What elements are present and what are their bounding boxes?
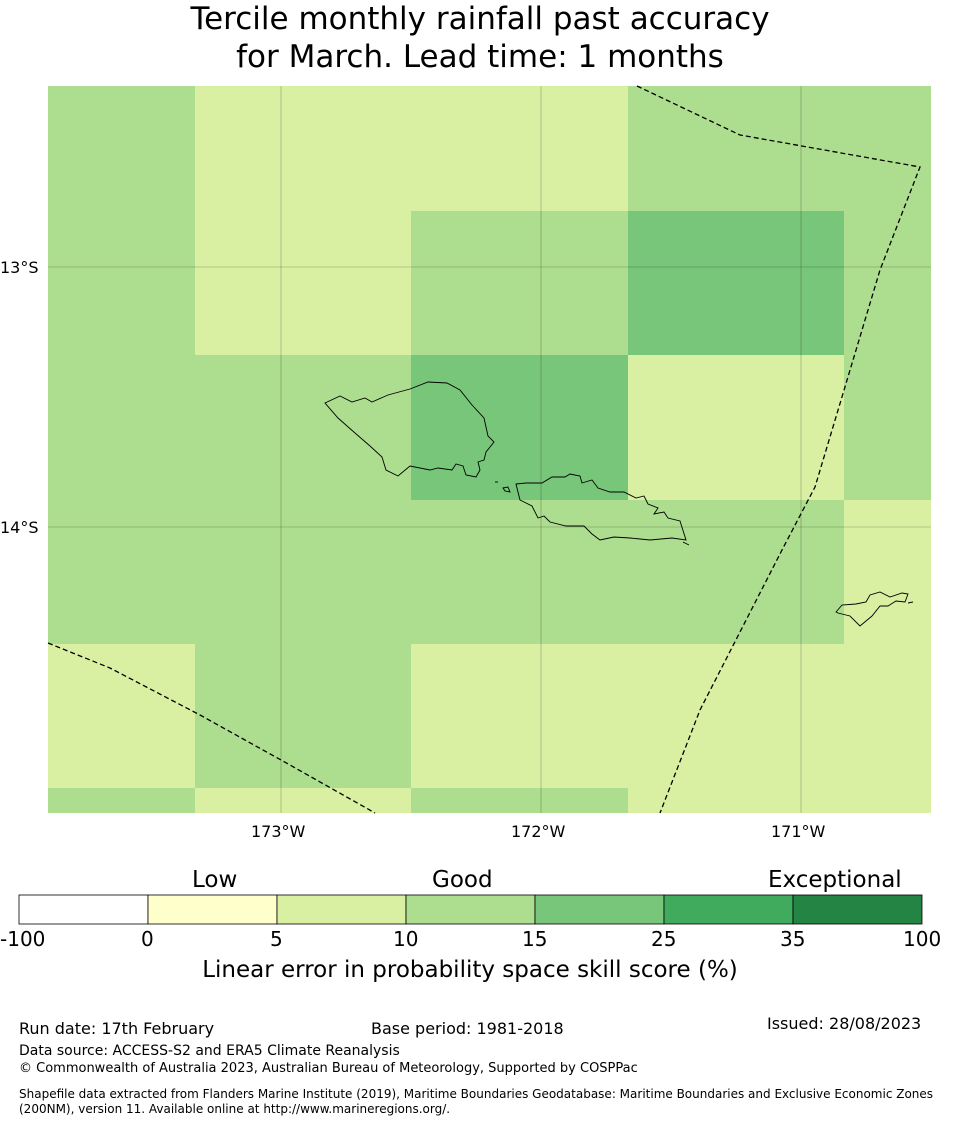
data-source: Data source: ACCESS-S2 and ERA5 Climate … [19, 1043, 400, 1059]
grid-cell [844, 500, 931, 644]
colorbar-tick-35: 35 [780, 927, 806, 951]
map-title-line1: Tercile monthly rainfall past accuracy [190, 1, 770, 37]
colorbar-tick-100: 100 [903, 927, 942, 951]
grid-cell [195, 500, 411, 644]
grid-cell [411, 211, 628, 355]
grid-cell [411, 355, 628, 500]
graticule [48, 86, 931, 813]
coastlines [324, 381, 914, 627]
colorbar-tick-15: 15 [522, 927, 548, 951]
colorbar-tick-10: 10 [393, 927, 419, 951]
colorbar-swatch [405, 894, 536, 925]
colorbar-category-good: Good [432, 867, 493, 893]
grid-cell [48, 355, 195, 500]
grid-cell [48, 500, 195, 644]
colorbar [18, 894, 923, 925]
eez-boundary-north-east [636, 85, 921, 814]
colorbar-category-low: Low [192, 867, 238, 893]
grid-cell [195, 86, 411, 211]
grid-cell [195, 644, 411, 788]
grid-cell [628, 355, 844, 500]
eez-boundary-south-west [47, 642, 376, 814]
colorbar-tick-0: 0 [141, 927, 154, 951]
grid-cell [844, 644, 931, 788]
grid-cell [48, 211, 195, 355]
grid-cell [628, 644, 844, 788]
lon-tick-172w: 172°W [511, 822, 566, 841]
grid-cell [628, 788, 844, 813]
grid-cell [844, 355, 931, 500]
grid-cell [628, 86, 844, 211]
colorbar-swatch [534, 894, 665, 925]
colorbar-tick-minus100: -100 [0, 927, 46, 951]
aunuu-islet [907, 601, 914, 604]
colorbar-swatch [18, 894, 149, 925]
colorbar-swatch [792, 894, 923, 925]
lon-tick-173w: 173°W [251, 822, 306, 841]
grid-cell [844, 86, 931, 211]
upolu-east-tip [682, 541, 690, 546]
grid-cell [628, 211, 844, 355]
grid-cell [411, 86, 628, 211]
grid-cell [844, 211, 931, 355]
colorbar-tick-25: 25 [651, 927, 677, 951]
upolu-island [515, 473, 687, 541]
savaii-island [324, 381, 495, 478]
colorbar-category-exceptional: Exceptional [768, 867, 902, 893]
lat-tick-13s: 13°S [0, 258, 39, 277]
skill-grid [48, 86, 931, 813]
base-period: Base period: 1981-2018 [371, 1019, 564, 1038]
eez-boundaries [47, 85, 921, 814]
colorbar-axis-label: Linear error in probability space skill … [202, 957, 738, 983]
colorbar-swatch [147, 894, 278, 925]
lon-tick-171w: 171°W [771, 822, 826, 841]
grid-cell [628, 500, 844, 644]
tutuila-island [835, 591, 909, 627]
grid-cell [844, 788, 931, 813]
apolima-islet [502, 486, 511, 493]
colorbar-tick-5: 5 [270, 927, 283, 951]
grid-cell [411, 644, 628, 788]
grid-cell [195, 211, 411, 355]
lat-tick-14s: 14°S [0, 518, 39, 537]
grid-cell [48, 644, 195, 788]
colorbar-swatch [276, 894, 407, 925]
shapefile-credit: Shapefile data extracted from Flanders M… [19, 1087, 934, 1116]
copyright-notice: © Commonwealth of Australia 2023, Austra… [19, 1061, 638, 1076]
grid-cell [195, 788, 411, 813]
issued-date: Issued: 28/08/2023 [767, 1014, 922, 1033]
map-title-line2: for March. Lead time: 1 months [236, 39, 724, 75]
grid-cell [411, 788, 628, 813]
run-date: Run date: 17th February [19, 1019, 215, 1038]
grid-cell [48, 86, 195, 211]
grid-cell [411, 500, 628, 644]
grid-cell [195, 355, 411, 500]
grid-cell [48, 788, 195, 813]
colorbar-swatch [663, 894, 794, 925]
